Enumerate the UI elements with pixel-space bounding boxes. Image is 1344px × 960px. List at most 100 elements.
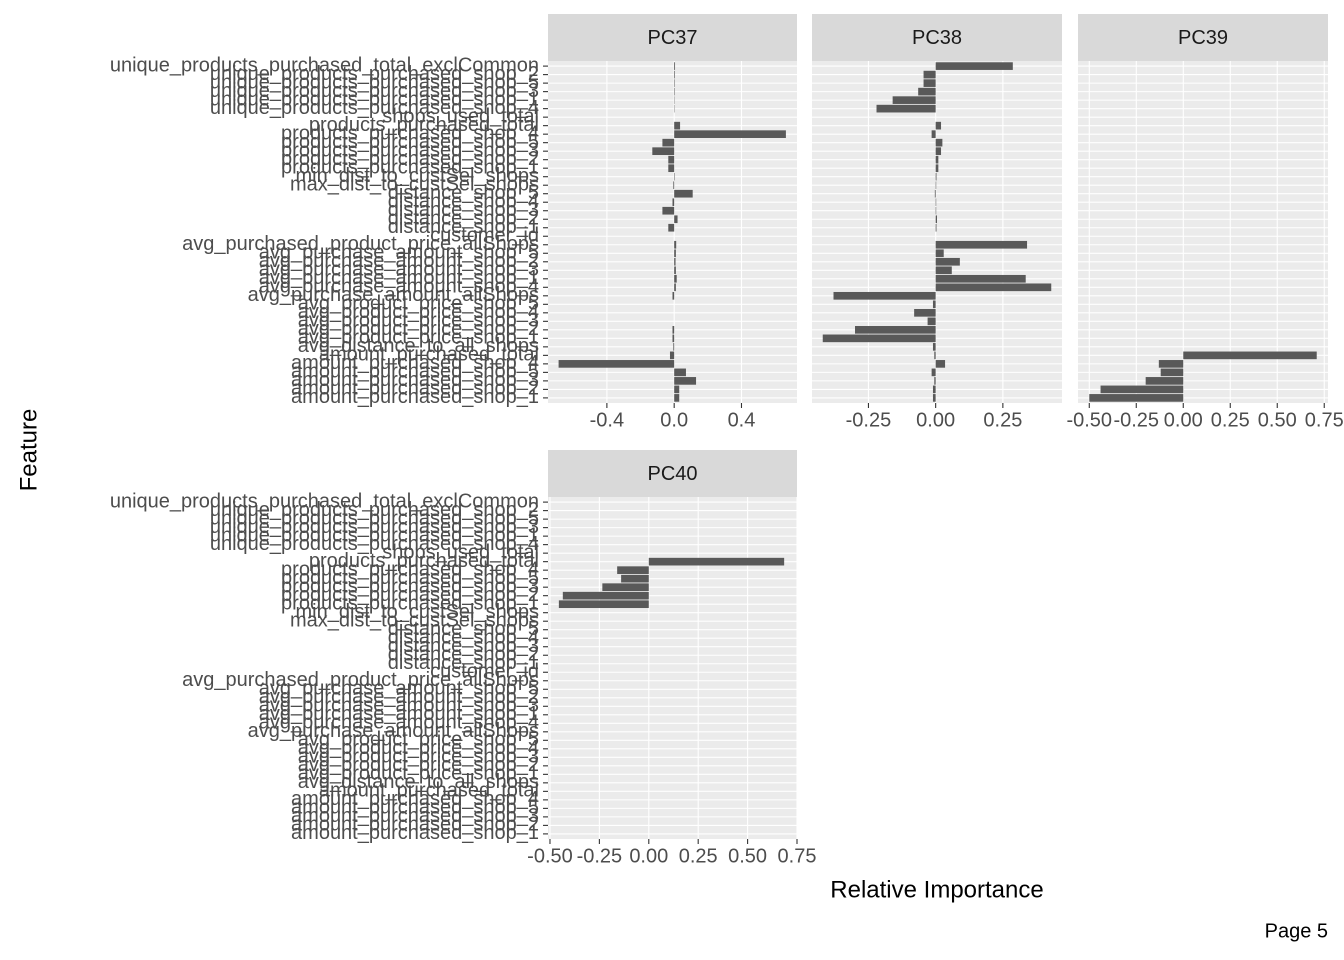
- x-tick-label: -0.50: [527, 845, 573, 867]
- bar: [674, 266, 676, 275]
- bar: [931, 368, 936, 377]
- bar: [674, 87, 675, 96]
- bar: [674, 189, 693, 198]
- bar: [602, 583, 649, 592]
- y-tick-label: unique_products_purchased_shop_2: [210, 499, 539, 521]
- bar: [914, 308, 936, 317]
- y-tick-label: avg_purchase_amount_shop_3: [259, 695, 539, 717]
- bar: [923, 70, 936, 79]
- y-tick-label: unique_products_purchased_total_exclComm…: [110, 54, 539, 76]
- bar: [674, 283, 676, 292]
- bar: [935, 274, 1026, 283]
- bar: [674, 62, 676, 70]
- bar: [558, 600, 649, 609]
- bar: [674, 79, 675, 87]
- y-tick-label: products_purchased_shop_3: [281, 575, 539, 597]
- x-tick-label: -0.25: [846, 409, 892, 431]
- bar: [673, 343, 675, 351]
- y-tick-label: distance_shop_1: [388, 652, 539, 674]
- bar: [1160, 368, 1184, 377]
- bar: [833, 291, 936, 300]
- bar: [558, 360, 675, 368]
- bar: [668, 155, 675, 164]
- y-axis-title: Feature: [15, 409, 42, 492]
- y-tick-label: avg_purchase_amount_shop_4: [259, 276, 539, 298]
- x-tick-label: 0.50: [1258, 409, 1297, 431]
- panel-background: [548, 497, 797, 839]
- y-tick-label: max_dist_to_custSel_shops: [290, 173, 539, 195]
- bar: [923, 79, 936, 87]
- bar: [935, 360, 946, 368]
- y-tick-label: avg_product_price_shop_5: [298, 293, 539, 315]
- bar: [935, 215, 937, 224]
- y-tick-label: unique_products_purchased_shop_1: [210, 88, 539, 110]
- bar: [1100, 385, 1184, 394]
- y-tick-label: amount_purchased_shop_1: [291, 822, 539, 844]
- y-tick-label: distance_shop_3: [388, 635, 539, 657]
- bar: [935, 240, 1028, 249]
- bar: [673, 181, 675, 190]
- y-tick-label: amount_purchased_shop_3: [291, 805, 539, 827]
- bar: [652, 147, 675, 156]
- y-tick-label: avg_purchase_amount_shop_5: [259, 678, 539, 700]
- y-tick-label: amount_purchased_shop_2: [291, 378, 539, 400]
- y-tick-label: amount_purchased_total: [319, 344, 539, 366]
- bar: [648, 557, 785, 566]
- y-tick-label: unique_products_purchased_shop_4: [210, 533, 539, 555]
- bar: [562, 591, 649, 600]
- bar: [674, 249, 676, 258]
- x-tick-label: 0.00: [629, 845, 668, 867]
- y-tick-label: unique_products_purchased_shop_5: [210, 507, 539, 529]
- y-tick-label: products_purchased_shop_1: [281, 156, 539, 178]
- y-tick-label: products_purchased_shop_5: [281, 567, 539, 589]
- x-tick-label: 0.25: [983, 409, 1022, 431]
- y-tick-label: distance_shop_5: [388, 182, 539, 204]
- bar: [934, 189, 936, 198]
- bar: [932, 394, 936, 402]
- y-tick-label: unique_products_purchased_total_exclComm…: [110, 490, 539, 512]
- strip: [548, 450, 797, 497]
- bar: [935, 257, 960, 266]
- y-tick-label: min_dist_to_custSel_shops: [296, 165, 539, 187]
- x-tick-label: 0.4: [728, 409, 756, 431]
- panel-title: PC38: [912, 27, 962, 49]
- panel-background: [1078, 61, 1328, 403]
- y-tick-label: amount_purchased_shop_2: [291, 814, 539, 836]
- y-tick-label: avg_purchase_amount_allShops: [248, 284, 539, 306]
- y-tick-label: amount_purchased_shop_4: [291, 352, 539, 374]
- bar: [822, 334, 936, 343]
- bar: [668, 223, 675, 232]
- y-tick-label: unique_products_purchased_shop_4: [210, 97, 539, 119]
- y-tick-label: unique_products_purchased_shop_3: [210, 516, 539, 538]
- x-tick-label: 0.00: [1164, 409, 1203, 431]
- y-tick-label: avg_product_price_shop_1: [298, 327, 539, 349]
- y-tick-label: avg_product_price_shop_4: [298, 301, 539, 323]
- x-tick-label: 0.25: [1211, 409, 1250, 431]
- y-tick-label: avg_purchase_amount_shop_2: [259, 250, 539, 272]
- y-tick-label: distance_shop_4: [388, 191, 539, 213]
- x-tick-label: 0.25: [679, 845, 718, 867]
- bar: [935, 283, 1052, 292]
- bar: [935, 172, 937, 181]
- bar: [931, 130, 936, 138]
- y-tick-label: avg_product_price_shop_3: [298, 746, 539, 768]
- y-tick-label: max_dist_to_custSel_shops: [290, 609, 539, 631]
- y-tick-label: products_purchased_shop_5: [281, 131, 539, 153]
- bar: [662, 206, 675, 215]
- bar: [935, 121, 942, 130]
- y-tick-label: avg_purchased_product_price_allShops: [182, 233, 539, 255]
- y-tick-label: products_purchased_shop_2: [281, 584, 539, 606]
- bar: [674, 130, 786, 138]
- x-tick-label: -0.4: [590, 409, 624, 431]
- y-tick-label: amount_purchased_shop_5: [291, 797, 539, 819]
- bar: [935, 147, 942, 156]
- y-tick-label: amount_purchased_shop_3: [291, 369, 539, 391]
- strip: [812, 14, 1062, 61]
- bar: [1183, 351, 1317, 360]
- y-tick-label: avg_product_price_shop_4: [298, 737, 539, 759]
- bar: [934, 351, 936, 360]
- bar: [855, 326, 936, 334]
- bar: [674, 240, 677, 249]
- bar: [935, 181, 937, 190]
- bar: [918, 87, 936, 96]
